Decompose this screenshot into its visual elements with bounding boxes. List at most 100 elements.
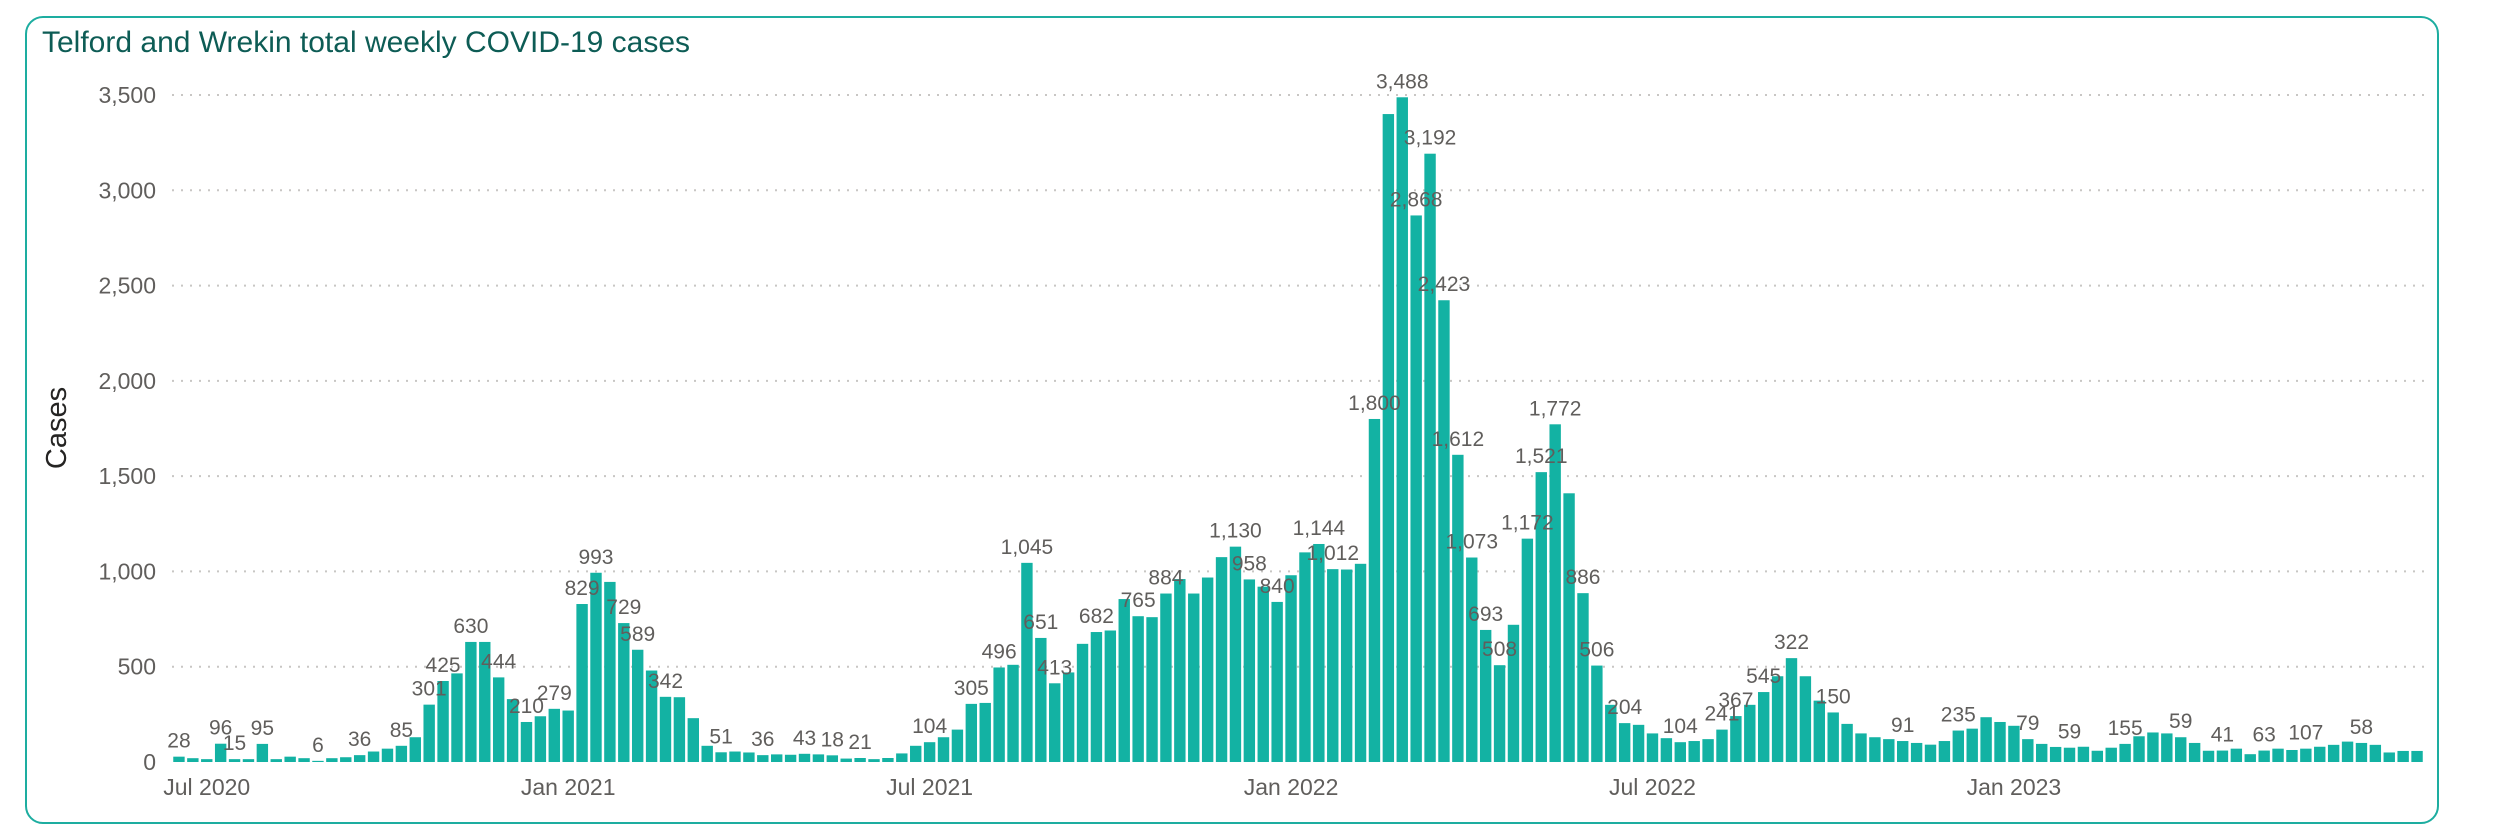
bar[interactable] [1438,300,1450,762]
bar[interactable] [771,754,783,762]
bar[interactable] [896,753,908,762]
bar[interactable] [1146,617,1158,762]
bar[interactable] [1980,717,1992,762]
bar[interactable] [506,699,519,762]
bar[interactable] [1521,538,1534,762]
bar[interactable] [576,604,588,762]
bar[interactable] [1632,724,1645,762]
bar[interactable] [1327,569,1339,762]
bar[interactable] [2327,744,2340,762]
bar[interactable] [562,710,574,762]
bar[interactable] [1910,742,1923,762]
bar[interactable] [715,752,727,762]
bar[interactable] [1215,557,1228,762]
bar[interactable] [548,708,560,762]
bar[interactable] [1174,579,1186,762]
bar[interactable] [1618,723,1631,762]
bar[interactable] [492,677,505,762]
bar[interactable] [1757,692,1770,762]
bar[interactable] [854,757,866,762]
bar[interactable] [2397,750,2409,762]
bar[interactable] [1466,557,1478,762]
bar[interactable] [1799,676,1812,762]
bar[interactable] [201,759,213,762]
bar[interactable] [1076,643,1089,762]
bar[interactable] [465,641,477,762]
bar[interactable] [1994,721,2006,762]
bar[interactable] [2091,750,2104,762]
bar[interactable] [2272,748,2284,762]
bar[interactable] [256,743,269,762]
bar[interactable] [1424,153,1436,763]
bar[interactable] [1841,723,1853,762]
bar[interactable] [2049,746,2062,762]
bar[interactable] [1771,676,1784,762]
bar[interactable] [1507,624,1520,762]
bar[interactable] [2244,754,2256,762]
bar[interactable] [1702,739,1714,762]
bar[interactable] [2036,743,2048,762]
bar[interactable] [729,751,741,762]
bar[interactable] [2175,737,2187,762]
bar[interactable] [409,737,421,762]
bar[interactable] [1813,700,1825,762]
bar[interactable] [367,751,380,762]
bar[interactable] [1160,593,1172,762]
bar[interactable] [1021,562,1033,762]
bar[interactable] [1827,712,1839,762]
bar[interactable] [840,758,852,762]
bar[interactable] [604,581,616,762]
bar[interactable] [2202,750,2215,762]
bar[interactable] [673,697,686,762]
bar[interactable] [2188,742,2201,762]
bar[interactable] [173,756,185,762]
bar[interactable] [1952,730,1965,762]
bar[interactable] [1104,630,1117,762]
bar[interactable] [1646,733,1659,762]
bar[interactable] [1883,739,1895,762]
bar[interactable] [1007,664,1019,762]
bar[interactable] [1535,472,1547,762]
bar[interactable] [1660,738,1673,762]
bar[interactable] [687,718,699,762]
bar[interactable] [1605,704,1617,762]
bar[interactable] [242,759,255,762]
bar[interactable] [2063,747,2076,762]
bar[interactable] [1243,579,1256,762]
bar[interactable] [2341,741,2354,762]
bar[interactable] [1674,742,1686,762]
bar[interactable] [868,759,880,762]
bar[interactable] [2411,750,2423,762]
bar[interactable] [520,721,533,762]
bar[interactable] [451,673,463,762]
bar[interactable] [923,742,936,762]
bar[interactable] [1966,728,1978,762]
bar[interactable] [1452,454,1464,762]
bar[interactable] [2230,748,2243,762]
bar[interactable] [2258,750,2270,762]
bar[interactable] [937,737,950,762]
bar[interactable] [951,729,964,762]
bar[interactable] [1299,552,1311,762]
bar[interactable] [1201,577,1214,762]
bar[interactable] [1354,563,1367,762]
bar[interactable] [2119,743,2131,762]
bar[interactable] [965,703,978,762]
bar[interactable] [2314,746,2326,762]
bar[interactable] [645,670,658,762]
bar[interactable] [1855,733,1867,762]
bar[interactable] [2369,744,2382,762]
bar[interactable] [2383,752,2395,762]
bar[interactable] [659,696,672,762]
bar[interactable] [1479,629,1492,762]
bar[interactable] [1035,637,1047,762]
bar[interactable] [1563,493,1575,762]
bar[interactable] [2077,746,2090,762]
bar[interactable] [1368,418,1381,762]
bar[interactable] [910,745,922,762]
bar[interactable] [2147,732,2159,762]
bar[interactable] [214,743,227,762]
bar[interactable] [1493,665,1506,762]
bar[interactable] [381,748,394,762]
bar[interactable] [1869,737,1881,762]
